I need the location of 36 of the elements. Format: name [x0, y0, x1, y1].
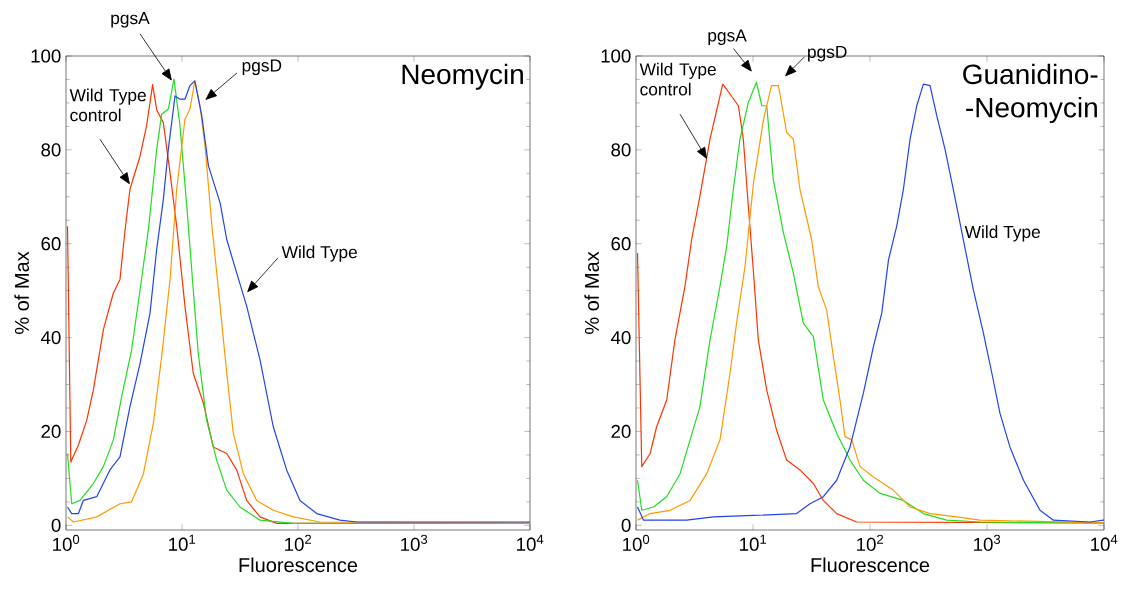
y-axis-title: % of Max: [584, 251, 599, 334]
series-label: Wild Type control: [639, 62, 716, 96]
y-tick-label: 80: [41, 143, 61, 157]
text: pgsA: [111, 12, 150, 28]
y-tick-label: 60: [41, 237, 61, 251]
x-tick-label: 10$^{3}$: [974, 534, 1001, 551]
text: pgsD: [808, 45, 847, 62]
x-axis-title: Fluorescence: [239, 557, 358, 573]
y-tick-label: 0: [621, 518, 631, 532]
text: Wild Type: [281, 245, 357, 262]
y-tick-label: 40: [40, 330, 61, 345]
y-tick-label: 100: [31, 49, 61, 63]
x-tick-label: 10$^{1}$: [169, 534, 196, 551]
y-tick-label: 40: [610, 330, 631, 345]
x-tick-label: 10$^{1}$: [740, 534, 767, 551]
x-tick-label: 10$^{0}$: [53, 534, 80, 551]
x-tick-label: 10$^{3}$: [401, 534, 428, 551]
chart-title: Neomycin: [402, 63, 523, 90]
x-axis-title: Fluorescence: [811, 557, 930, 573]
y-axis-title: % of Max: [14, 251, 29, 334]
y-tick-label: 20: [611, 424, 631, 439]
text: Guanidino- -Neomycin: [963, 63, 1098, 124]
text: pgsD: [242, 59, 282, 76]
y-tick-label: 20: [41, 424, 61, 439]
series-label: Wild Type: [964, 225, 1040, 242]
x-tick-label: 10$^{2}$: [285, 534, 312, 551]
y-tick-label: 80: [611, 143, 631, 157]
y-tick-label: 100: [601, 49, 631, 63]
x-tick-label: 10$^{4}$: [517, 534, 544, 551]
x-tick-label: 10$^{4}$: [1091, 534, 1118, 551]
y-tick-label: 0: [51, 518, 61, 532]
text: pgsA: [708, 29, 747, 45]
x-tick-label: 10$^{0}$: [623, 534, 650, 551]
y-tick-label: 60: [611, 237, 631, 251]
series-label: Wild Type control: [69, 88, 146, 122]
x-tick-label: 10$^{2}$: [857, 534, 884, 551]
